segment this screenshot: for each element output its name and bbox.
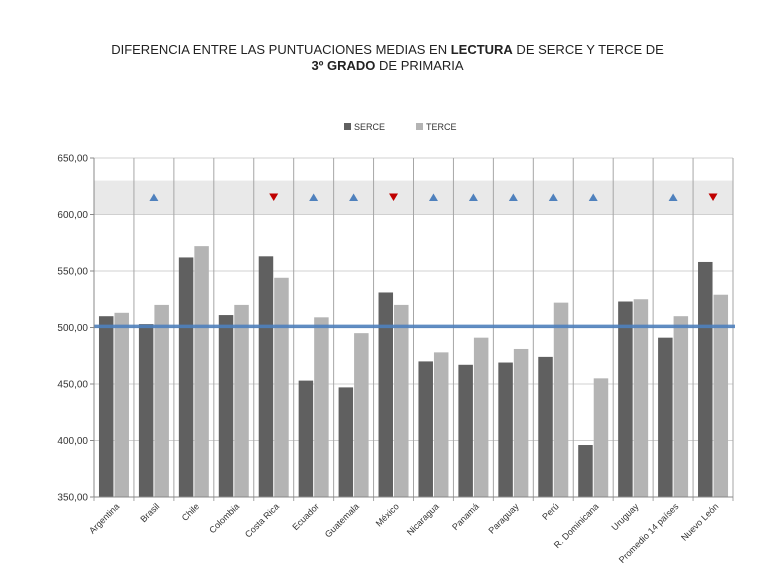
y-tick-label: 500,00 [57, 323, 88, 334]
x-category-label: Chile [180, 501, 202, 523]
x-category-label: Costa Rica [243, 501, 281, 539]
bar-serce [618, 301, 633, 497]
bar-serce [578, 445, 593, 497]
bar-terce [673, 316, 689, 497]
y-tick-label: 450,00 [57, 380, 88, 391]
bar-terce [234, 304, 249, 497]
x-category-label: Argentina [87, 501, 121, 535]
legend-label-terce: TERCE [426, 122, 457, 132]
x-category-label: Guatemala [323, 501, 361, 539]
bar-serce [218, 315, 234, 497]
triangle-up-icon [508, 193, 518, 202]
x-category-label: Paraguay [486, 501, 521, 536]
bar-terce [314, 317, 329, 497]
bar-terce [154, 304, 169, 497]
bar-terce [274, 277, 289, 497]
bar-serce [538, 356, 553, 497]
x-category-label: Ecuador [290, 501, 321, 532]
x-category-label: Nuevo León [679, 501, 720, 542]
bar-terce [713, 294, 729, 497]
chart-title: DIFERENCIA ENTRE LAS PUNTUACIONES MEDIAS… [0, 42, 775, 74]
bar-serce [258, 256, 274, 497]
triangle-up-icon [309, 193, 319, 202]
chart-title-line1: DIFERENCIA ENTRE LAS PUNTUACIONES MEDIAS… [111, 42, 664, 57]
bar-terce [513, 348, 529, 497]
x-category-label: Perú [540, 501, 561, 522]
triangle-up-icon [149, 193, 159, 202]
y-tick-label: 600,00 [57, 210, 88, 221]
bar-serce [178, 257, 194, 497]
legend-swatch-terce [416, 123, 423, 130]
y-tick-label: 350,00 [57, 493, 88, 504]
bar-serce [298, 380, 314, 497]
x-category-label: Uruguay [609, 501, 640, 532]
bar-serce [98, 316, 114, 497]
x-category-label: Brasil [138, 501, 161, 524]
bar-terce [433, 352, 449, 497]
bar-terce [394, 304, 409, 497]
triangle-up-icon [468, 193, 478, 202]
bar-terce [473, 337, 489, 497]
bar-terce [354, 333, 369, 497]
bar-serce [498, 362, 513, 497]
triangle-up-icon [588, 193, 598, 202]
legend-swatch-serce [344, 123, 351, 130]
bar-terce [633, 299, 649, 497]
y-tick-label: 650,00 [57, 154, 88, 165]
triangle-down-icon [708, 193, 718, 202]
triangle-down-icon [269, 193, 279, 202]
bar-terce [553, 302, 569, 497]
x-category-label: Nicaragua [405, 501, 441, 537]
triangle-up-icon [668, 193, 678, 202]
bar-serce [658, 337, 673, 497]
legend-label-serce: SERCE [354, 122, 385, 132]
bar-serce [338, 387, 354, 497]
bar-serce [698, 261, 713, 497]
bar-terce [114, 312, 129, 497]
bar-terce [593, 378, 609, 497]
triangle-down-icon [389, 193, 399, 202]
y-tick-label: 400,00 [57, 436, 88, 447]
triangle-up-icon [548, 193, 558, 202]
bar-serce [138, 324, 154, 497]
bar-serce [378, 292, 394, 497]
x-category-label: México [374, 501, 401, 528]
y-tick-label: 550,00 [57, 267, 88, 278]
triangle-up-icon [349, 193, 359, 202]
bar-terce [194, 246, 209, 497]
bar-serce [418, 361, 433, 497]
x-category-label: Panamá [450, 501, 481, 532]
chart-title-line2: 3º GRADO DE PRIMARIA [311, 58, 464, 73]
bar-serce [458, 364, 473, 497]
x-category-label: Colombia [207, 501, 241, 535]
triangle-up-icon [428, 193, 438, 202]
